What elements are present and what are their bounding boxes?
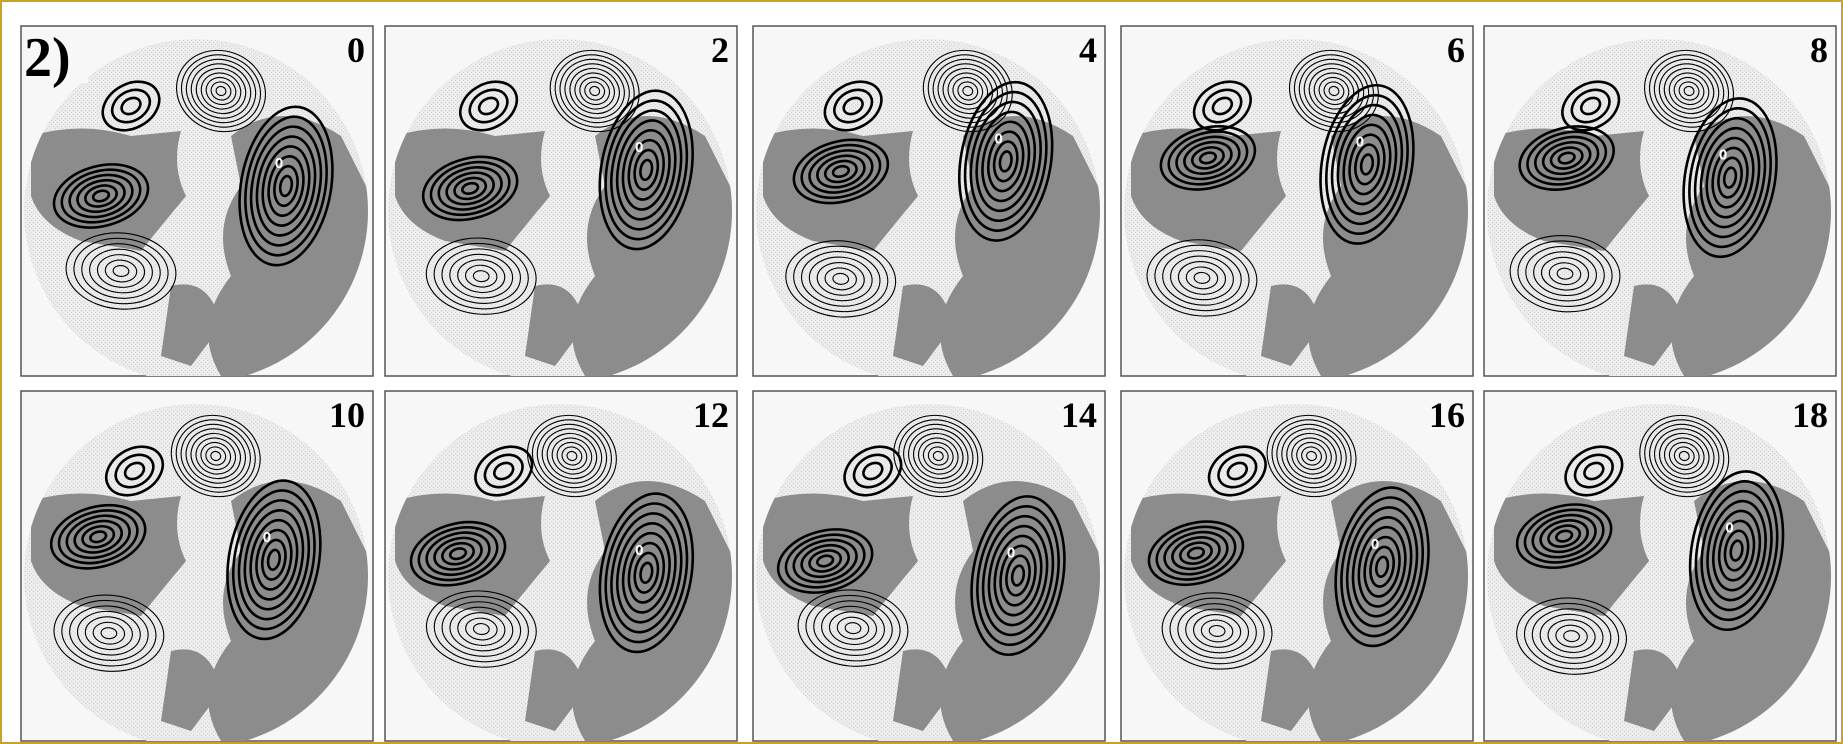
marker: 0 [1719, 147, 1727, 164]
map-panel: 0 14 [753, 391, 1105, 741]
marker: 0 [1356, 133, 1364, 150]
map-panel: 06 [1121, 26, 1473, 376]
map-panel: 0 12 [385, 391, 737, 741]
map-panel: 0 16 [1121, 391, 1473, 741]
marker: 0 [995, 130, 1003, 147]
marker: 0 [1725, 520, 1733, 537]
figure-label: 2) [24, 27, 71, 89]
marker: 0 [263, 529, 271, 546]
panel-label: 14 [1061, 395, 1097, 435]
panel-label: 8 [1810, 30, 1828, 70]
panel-label: 0 [347, 30, 365, 70]
panel-label: 16 [1429, 395, 1465, 435]
panel-label: 12 [693, 395, 729, 435]
map-panel: 08 [1484, 26, 1836, 376]
marker: 0 [635, 139, 643, 156]
panel-label: 18 [1792, 395, 1828, 435]
panel-label: 6 [1447, 30, 1465, 70]
marker: 0 [1007, 545, 1015, 562]
map-panel: 0 10 [21, 391, 373, 741]
figure: 00020406080100120140160182) [0, 0, 1843, 744]
marker: 0 [275, 155, 283, 172]
panel-label: 2 [711, 30, 729, 70]
map-panel: 04 [753, 26, 1105, 376]
map-panel: 02 [385, 26, 737, 376]
panel-label: 4 [1079, 30, 1097, 70]
page: {"figure_label": "2)", "panels": [ {"lab… [0, 0, 1843, 744]
marker: 0 [635, 542, 643, 559]
map-panel: 0 18 [1484, 391, 1836, 741]
marker: 0 [1371, 536, 1379, 553]
panel-label: 10 [329, 395, 365, 435]
